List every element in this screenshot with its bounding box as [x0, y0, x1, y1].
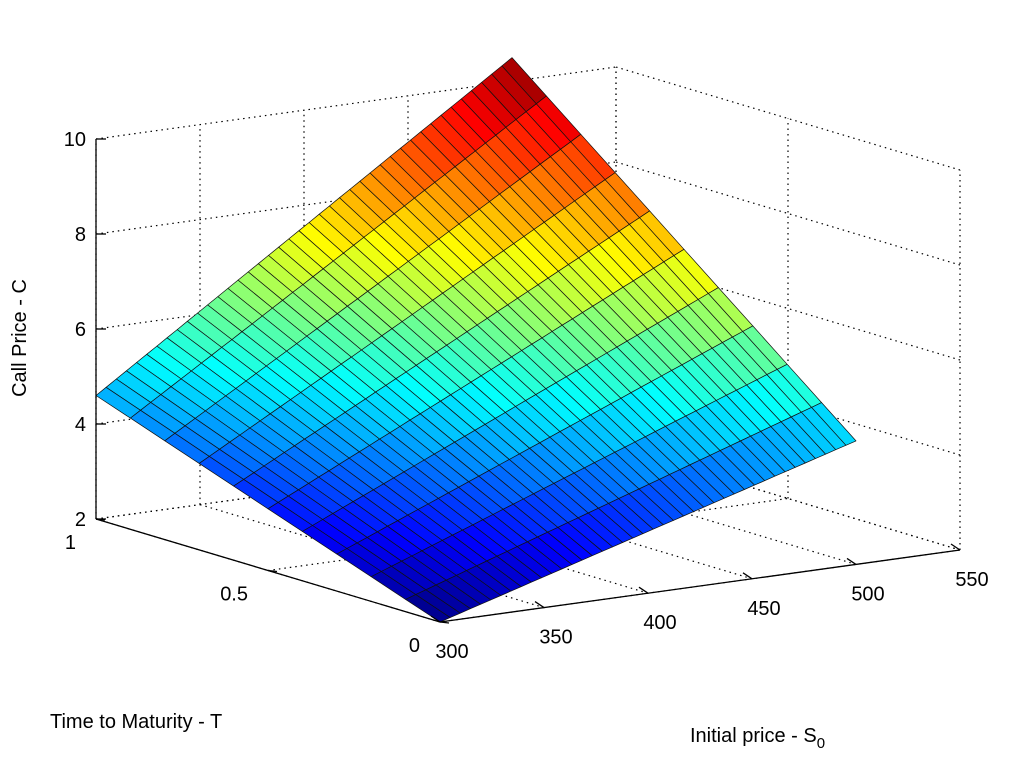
x-tick-label: 500 — [851, 583, 884, 605]
y-axis-label: Time to Maturity - T — [50, 711, 222, 733]
x-tick-label: 400 — [643, 612, 676, 634]
x-tick-mark — [430, 615, 441, 623]
y-tick-label: 1 — [65, 532, 76, 554]
surface-mesh — [95, 57, 857, 623]
z-tick-label: 4 — [75, 414, 86, 436]
z-tick-label: 8 — [75, 224, 86, 246]
x-tick-label: 350 — [539, 627, 572, 649]
z-tick-label: 10 — [64, 129, 86, 151]
x-tick-label: 300 — [435, 641, 468, 663]
x-tick-mark — [742, 572, 753, 580]
y-tick-label: 0.5 — [220, 584, 248, 606]
surface-patch — [405, 594, 451, 623]
y-tick-mark — [267, 569, 278, 573]
z-tick-label: 6 — [75, 319, 86, 341]
x-tick-mark — [638, 586, 649, 594]
z-axis-label: Call Price - C — [9, 279, 31, 397]
x-tick-mark — [846, 557, 857, 565]
x-axis-label-main: Initial price - S — [690, 725, 817, 747]
x-tick-mark — [534, 601, 545, 609]
y-tick-label: 0 — [409, 635, 420, 657]
x-axis-label-subscript: 0 — [817, 735, 825, 752]
x-tick-label: 450 — [747, 598, 780, 620]
x-tick-mark — [950, 543, 961, 551]
x-axis-label: Initial price - S0 — [690, 725, 825, 752]
z-tick-label: 2 — [75, 509, 86, 531]
x-tick-label: 550 — [955, 569, 988, 591]
axes: 2 4 6 8 10 0 0.5 1 300 350 400 450 500 550 — [64, 129, 989, 663]
y-tick-mark — [95, 518, 106, 521]
y-tick-mark — [439, 621, 450, 624]
x-axis-line — [439, 549, 961, 623]
